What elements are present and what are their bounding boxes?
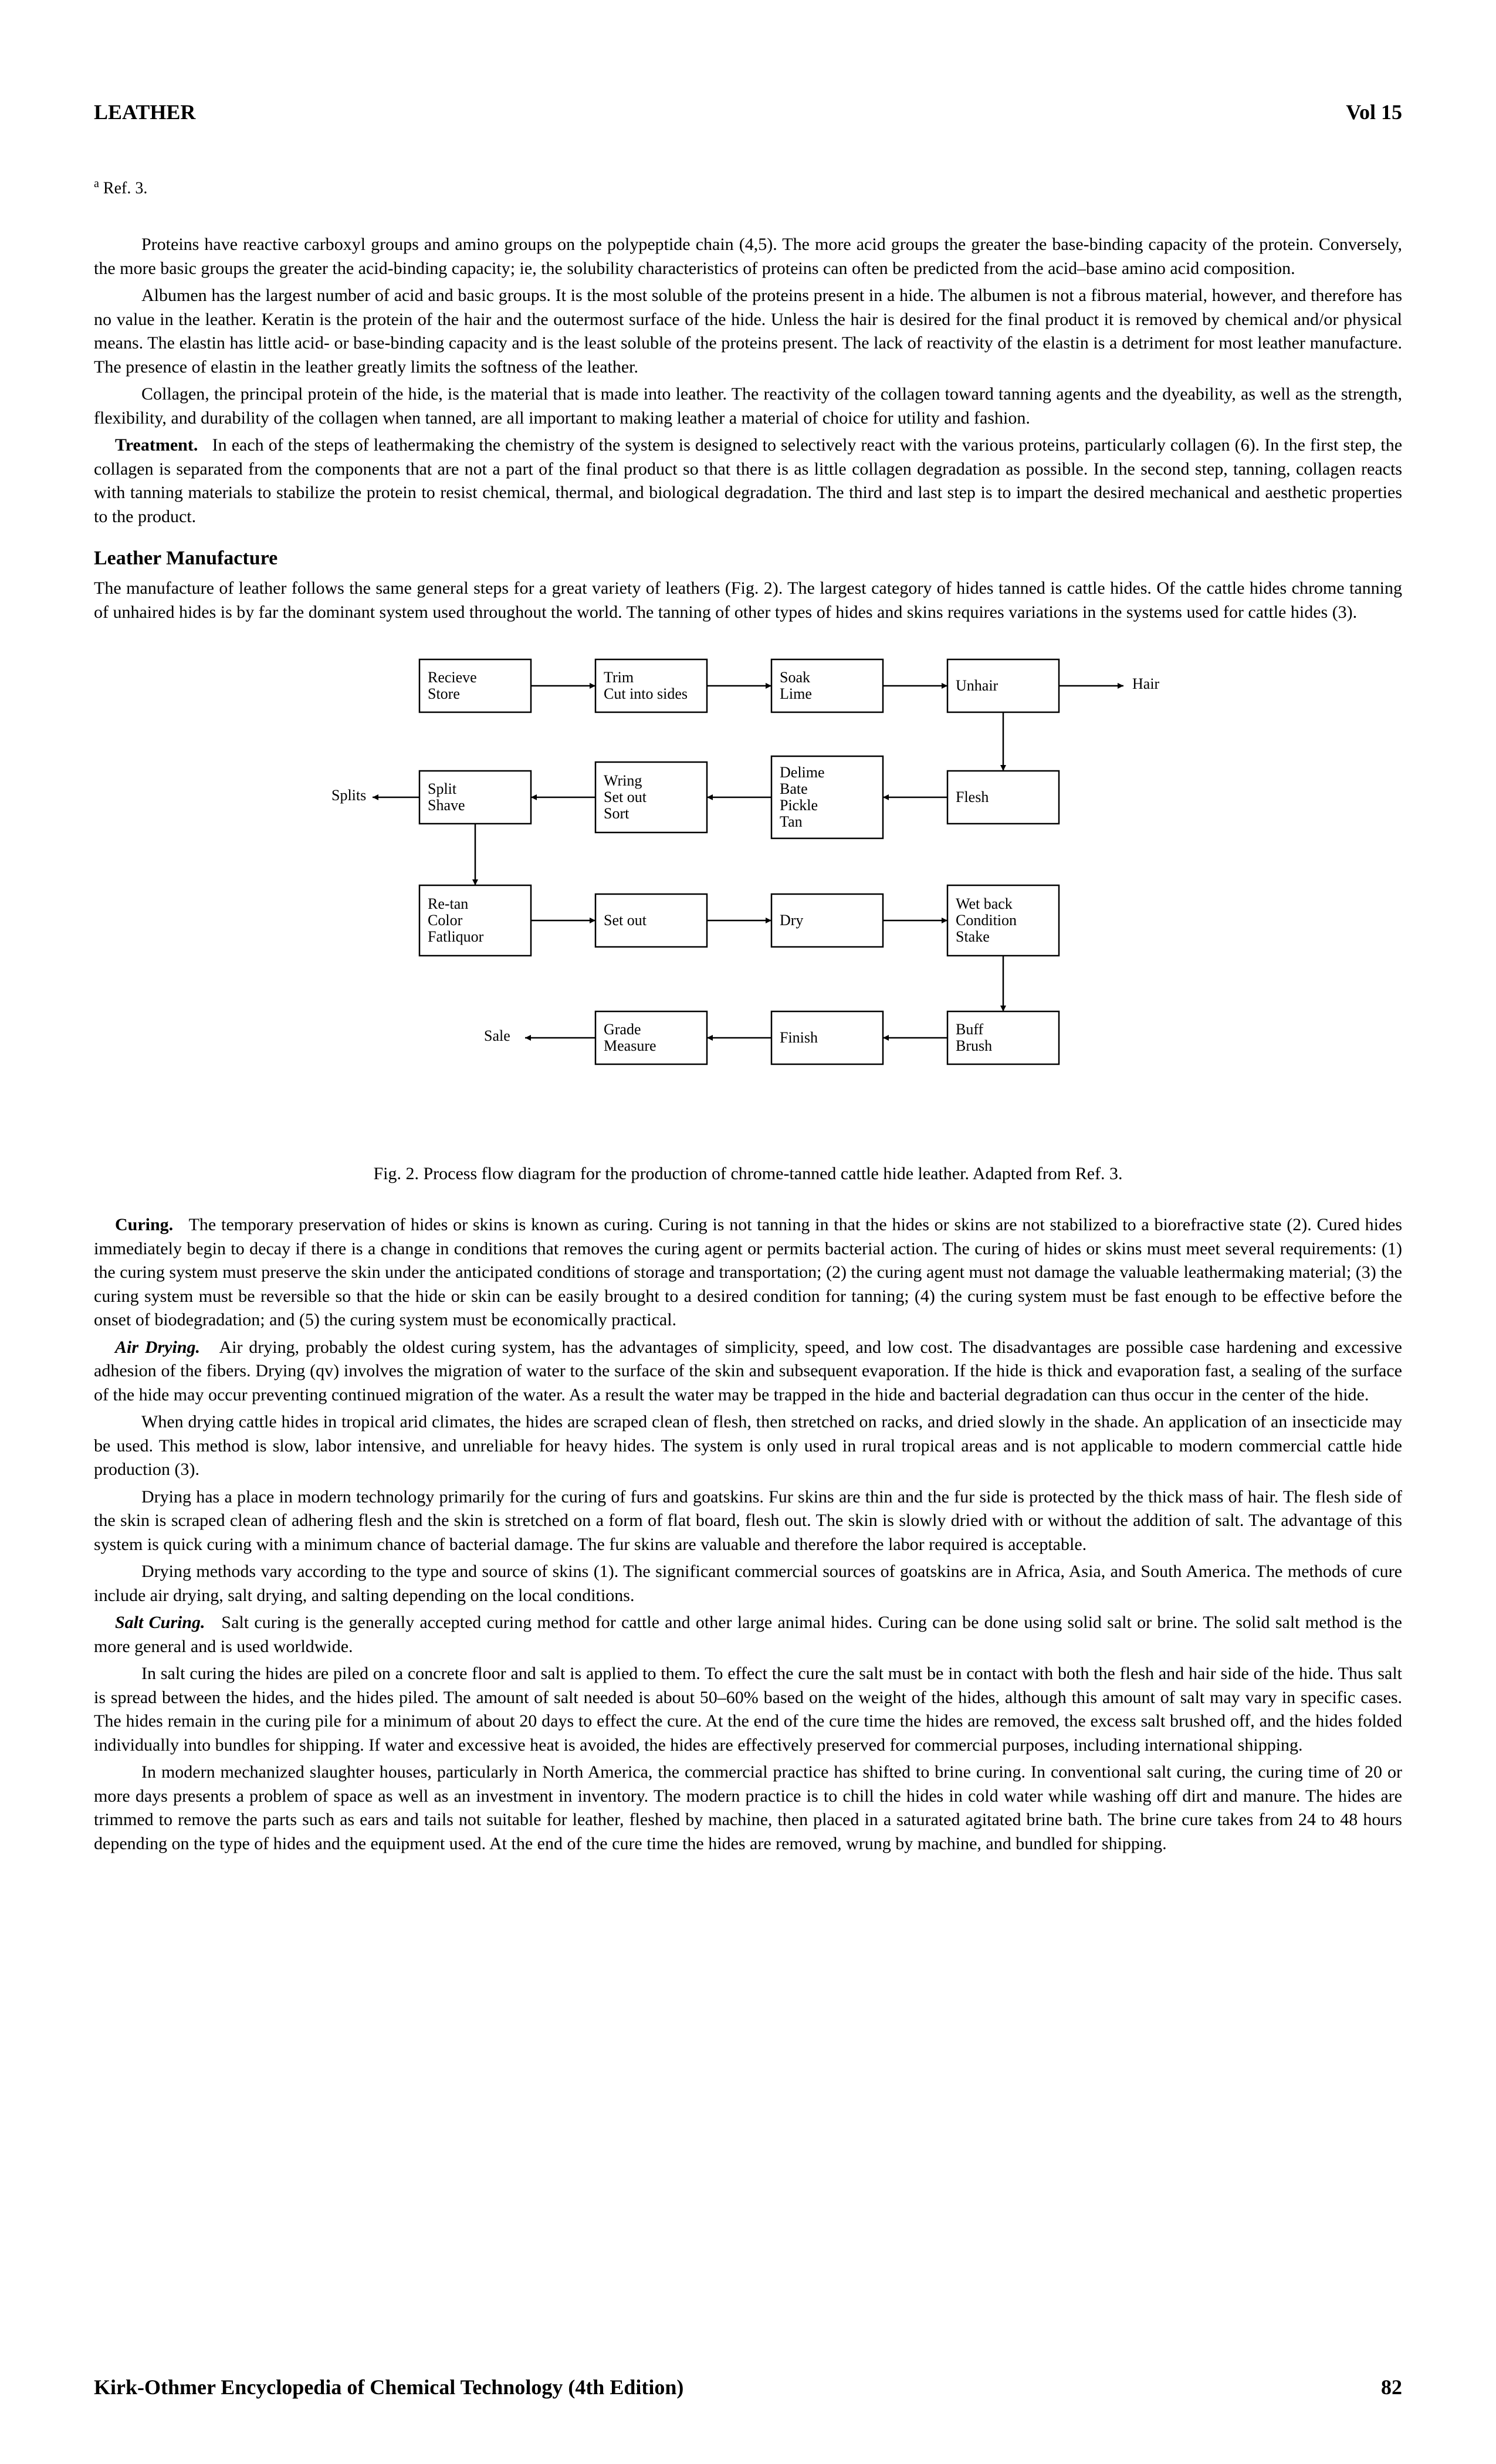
svg-text:Sale: Sale [484, 1027, 510, 1044]
svg-text:Color: Color [428, 912, 463, 929]
paragraph-airdrying-4: Drying methods vary according to the typ… [94, 1560, 1402, 1607]
figure-2-caption: Fig. 2. Process flow diagram for the pro… [94, 1164, 1402, 1184]
svg-text:Wet back: Wet back [956, 895, 1013, 912]
svg-text:Cut into sides: Cut into sides [604, 685, 688, 702]
svg-text:Set out: Set out [604, 788, 647, 805]
runin-curing: Curing. [94, 1215, 173, 1234]
svg-text:Tan: Tan [780, 813, 803, 830]
svg-text:Dry: Dry [780, 912, 803, 929]
paragraph-saltcuring-2: In salt curing the hides are piled on a … [94, 1662, 1402, 1757]
svg-text:Brush: Brush [956, 1037, 992, 1054]
svg-text:Buff: Buff [956, 1021, 984, 1038]
section-title-leather-manufacture: Leather Manufacture [94, 547, 1402, 570]
footer-right: 82 [1381, 2375, 1402, 2399]
runin-saltcuring: Salt Curing. [94, 1613, 205, 1632]
svg-text:Grade: Grade [604, 1021, 641, 1038]
svg-text:Finish: Finish [780, 1029, 818, 1046]
svg-text:Trim: Trim [604, 669, 634, 686]
figure-2-flowchart: RecieveStore TrimCut into sides SoakLime Un… [94, 636, 1402, 1146]
page-footer: Kirk-Othmer Encyclopedia of Chemical Tec… [94, 2375, 1402, 2399]
svg-text:Split: Split [428, 780, 457, 797]
paragraph-treatment: Treatment. In each of the steps of leath… [94, 434, 1402, 529]
svg-text:Hair: Hair [1132, 675, 1160, 692]
runin-treatment: Treatment. [94, 435, 198, 455]
svg-text:Fatliquor: Fatliquor [428, 928, 484, 945]
svg-text:Sort: Sort [604, 805, 629, 822]
footnote-marker: a [94, 177, 99, 190]
page-header: LEATHER Vol 15 [94, 100, 1402, 124]
paragraph-albumen: Albumen has the largest number of acid a… [94, 284, 1402, 379]
paragraph-saltcuring-3: In modern mechanized slaughter houses, p… [94, 1761, 1402, 1856]
svg-text:Unhair: Unhair [956, 677, 999, 694]
paragraph-airdrying-1: Air Drying. Air drying, probably the old… [94, 1336, 1402, 1407]
footnote: a Ref. 3. [94, 177, 1402, 198]
runin-airdrying: Air Drying. [94, 1338, 200, 1357]
svg-text:Soak: Soak [780, 669, 810, 686]
svg-text:Lime: Lime [780, 685, 812, 702]
header-left: LEATHER [94, 100, 195, 124]
svg-text:Set out: Set out [604, 912, 647, 929]
svg-text:Wring: Wring [604, 772, 642, 789]
paragraph-airdrying-3: Drying has a place in modern technology … [94, 1485, 1402, 1557]
paragraph-proteins: Proteins have reactive carboxyl groups a… [94, 233, 1402, 280]
svg-text:Stake: Stake [956, 928, 990, 945]
header-right: Vol 15 [1346, 100, 1402, 124]
svg-text:Measure: Measure [604, 1037, 656, 1054]
svg-text:Shave: Shave [428, 797, 465, 814]
svg-text:Re-tan: Re-tan [428, 895, 468, 912]
svg-text:Bate: Bate [780, 780, 808, 797]
svg-text:Pickle: Pickle [780, 797, 818, 814]
paragraph-collagen: Collagen, the principal protein of the h… [94, 383, 1402, 430]
svg-text:Recieve: Recieve [428, 669, 477, 686]
svg-text:Flesh: Flesh [956, 788, 989, 805]
svg-text:Condition: Condition [956, 912, 1017, 929]
section-intro: The manufacture of leather follows the s… [94, 577, 1402, 624]
footer-left: Kirk-Othmer Encyclopedia of Chemical Tec… [94, 2375, 683, 2399]
paragraph-curing: Curing. The temporary preservation of hi… [94, 1213, 1402, 1332]
paragraph-airdrying-2: When drying cattle hides in tropical ari… [94, 1410, 1402, 1482]
paragraph-saltcuring-1: Salt Curing. Salt curing is the generall… [94, 1611, 1402, 1659]
svg-text:Delime: Delime [780, 764, 825, 781]
svg-text:Store: Store [428, 685, 460, 702]
svg-text:Splits: Splits [331, 787, 366, 804]
